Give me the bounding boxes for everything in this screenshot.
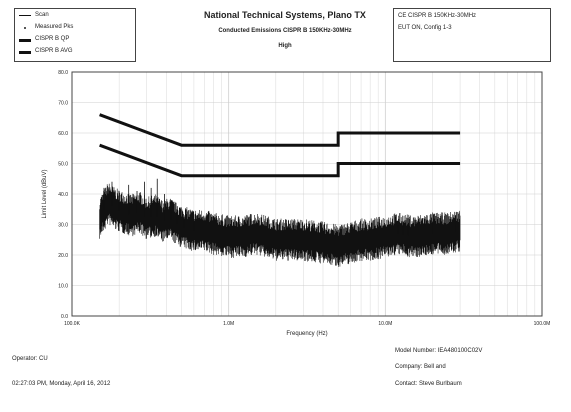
y-tick-label: 10.0 xyxy=(58,284,68,290)
x-tick-label: 1.0M xyxy=(223,321,234,327)
y-tick-label: 0.0 xyxy=(61,314,68,320)
axis-ticks: 0.0 10.0 20.0 30.0 40.0 50.0 60.0 70.0 80.0 100.0… xyxy=(58,70,550,327)
legend-label-qp: CISPR B QP xyxy=(35,36,70,42)
legend-swatch-avg xyxy=(19,51,31,54)
scan-noise-band xyxy=(99,183,461,267)
x-tick-label: 100.0M xyxy=(534,321,551,327)
legend-swatch-qp xyxy=(19,39,31,42)
x-tick-label: 10.0M xyxy=(378,321,392,327)
series-line-cispr-b-avg xyxy=(99,143,461,178)
plot-frame xyxy=(71,71,543,317)
info-line-2: EUT ON, Config 1-3 xyxy=(398,25,452,31)
y-tick-label: 60.0 xyxy=(58,131,68,137)
legend: Scan Measured Pks CISPR B QP CISPR B AVG xyxy=(14,8,136,62)
y-tick-label: 50.0 xyxy=(58,162,68,168)
y-tick-label: 80.0 xyxy=(58,70,68,76)
y-tick-label: 20.0 xyxy=(58,253,68,259)
grid xyxy=(71,71,542,317)
y-tick-label: 40.0 xyxy=(58,192,68,198)
footer-company: Company: Bell and xyxy=(395,364,446,370)
footer-model: Model Number: IEA480100C02V xyxy=(395,348,483,354)
legend-swatch-measured-pks xyxy=(24,27,26,29)
y-tick-label: 70.0 xyxy=(58,101,68,107)
footer-contact: Contact: Steve Burlbaum xyxy=(395,381,462,387)
footer-operator: Operator: CU xyxy=(12,356,48,362)
chart-line3: High xyxy=(278,43,292,49)
series xyxy=(99,113,461,267)
info-line-1: CE CISPR B 150KHz-30MHz xyxy=(398,13,477,19)
chart-title: National Technical Systems, Plano TX xyxy=(204,10,366,20)
chart-subtitle: Conducted Emissions CISPR B 150KHz-30MHz xyxy=(218,28,352,34)
legend-label-avg: CISPR B AVG xyxy=(35,48,73,54)
x-tick-label: 100.0K xyxy=(64,321,81,327)
series-line-scan xyxy=(99,178,461,267)
info-box: CE CISPR B 150KHz-30MHz EUT ON, Config 1… xyxy=(393,8,551,62)
legend-label-measured-pks: Measured Pks xyxy=(35,24,74,30)
y-axis-label: Limit Level (dBuV) xyxy=(42,169,48,218)
footer-timestamp: 02:27:03 PM, Monday, April 16, 2012 xyxy=(12,381,111,387)
legend-label-scan: Scan xyxy=(35,12,49,18)
legend-swatch-scan xyxy=(19,15,31,16)
series-line-cispr-b-qp xyxy=(99,113,461,147)
y-tick-label: 30.0 xyxy=(58,223,68,229)
x-axis-label: Frequency (Hz) xyxy=(286,331,327,337)
